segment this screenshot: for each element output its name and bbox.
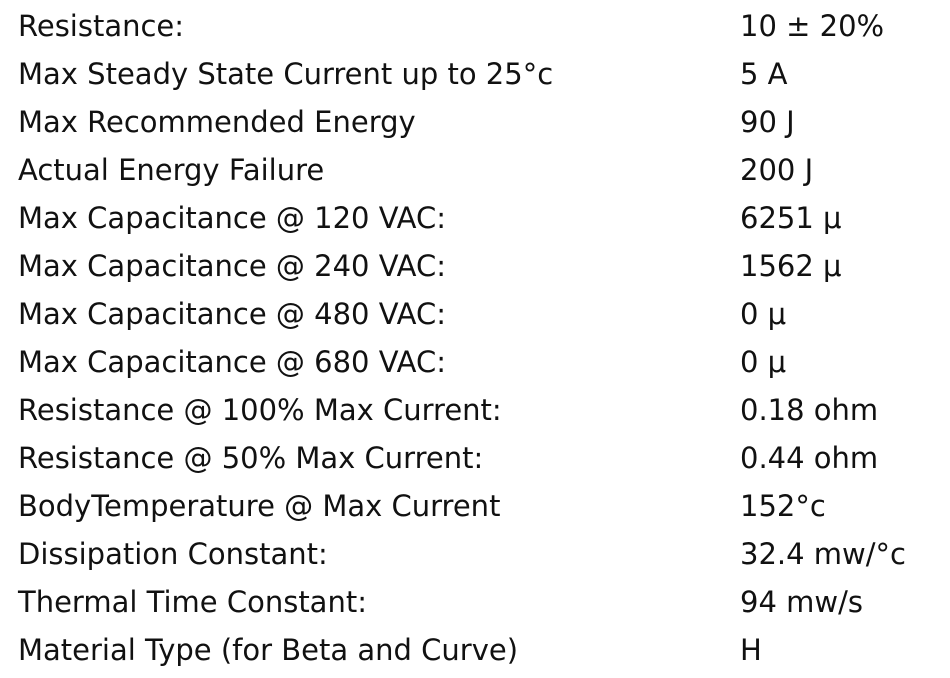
spec-label: Max Capacitance @ 480 VAC:	[18, 297, 447, 331]
spec-row-body-temperature: BodyTemperature @ Max Current 152°c	[18, 482, 948, 530]
spec-value: 0.44 ohm	[740, 441, 879, 475]
spec-label: Material Type (for Beta and Curve)	[18, 633, 519, 667]
spec-row-max-recommended-energy: Max Recommended Energy 90 J	[18, 98, 948, 146]
spec-label: BodyTemperature @ Max Current	[18, 489, 501, 523]
spec-table: Resistance: 10 ± 20% Max Steady State Cu…	[18, 2, 948, 674]
spec-label: Resistance @ 100% Max Current:	[18, 393, 502, 427]
spec-value: 0 μ	[740, 297, 787, 331]
spec-value: 32.4 mw/°c	[740, 537, 906, 571]
spec-value: 6251 μ	[740, 201, 842, 235]
spec-label: Max Capacitance @ 240 VAC:	[18, 249, 447, 283]
spec-row-max-capacitance-120: Max Capacitance @ 120 VAC: 6251 μ	[18, 194, 948, 242]
spec-value: 0 μ	[740, 345, 787, 379]
spec-label: Resistance:	[18, 9, 185, 43]
spec-row-thermal-time-constant: Thermal Time Constant: 94 mw/s	[18, 578, 948, 626]
spec-row-max-capacitance-480: Max Capacitance @ 480 VAC: 0 μ	[18, 290, 948, 338]
spec-row-material-type: Material Type (for Beta and Curve) H	[18, 626, 948, 674]
spec-row-dissipation-constant: Dissipation Constant: 32.4 mw/°c	[18, 530, 948, 578]
spec-row-resistance-50-max-current: Resistance @ 50% Max Current: 0.44 ohm	[18, 434, 948, 482]
spec-row-actual-energy-failure: Actual Energy Failure 200 J	[18, 146, 948, 194]
spec-value: 5 A	[740, 57, 788, 91]
spec-value: 90 J	[740, 105, 795, 139]
spec-label: Thermal Time Constant:	[18, 585, 367, 619]
spec-value: 1562 μ	[740, 249, 842, 283]
spec-row-max-steady-state-current: Max Steady State Current up to 25°c 5 A	[18, 50, 948, 98]
spec-label: Dissipation Constant:	[18, 537, 328, 571]
spec-value: 200 J	[740, 153, 814, 187]
spec-row-resistance-100-max-current: Resistance @ 100% Max Current: 0.18 ohm	[18, 386, 948, 434]
spec-row-resistance: Resistance: 10 ± 20%	[18, 2, 948, 50]
spec-value: H	[740, 633, 762, 667]
spec-value: 10 ± 20%	[740, 9, 885, 43]
spec-value: 94 mw/s	[740, 585, 863, 619]
spec-label: Max Capacitance @ 680 VAC:	[18, 345, 447, 379]
spec-label: Max Steady State Current up to 25°c	[18, 57, 554, 91]
spec-value: 0.18 ohm	[740, 393, 879, 427]
spec-label: Actual Energy Failure	[18, 153, 325, 187]
spec-label: Max Capacitance @ 120 VAC:	[18, 201, 447, 235]
spec-label: Resistance @ 50% Max Current:	[18, 441, 484, 475]
spec-row-max-capacitance-680: Max Capacitance @ 680 VAC: 0 μ	[18, 338, 948, 386]
spec-value: 152°c	[740, 489, 826, 523]
spec-row-max-capacitance-240: Max Capacitance @ 240 VAC: 1562 μ	[18, 242, 948, 290]
spec-label: Max Recommended Energy	[18, 105, 416, 139]
